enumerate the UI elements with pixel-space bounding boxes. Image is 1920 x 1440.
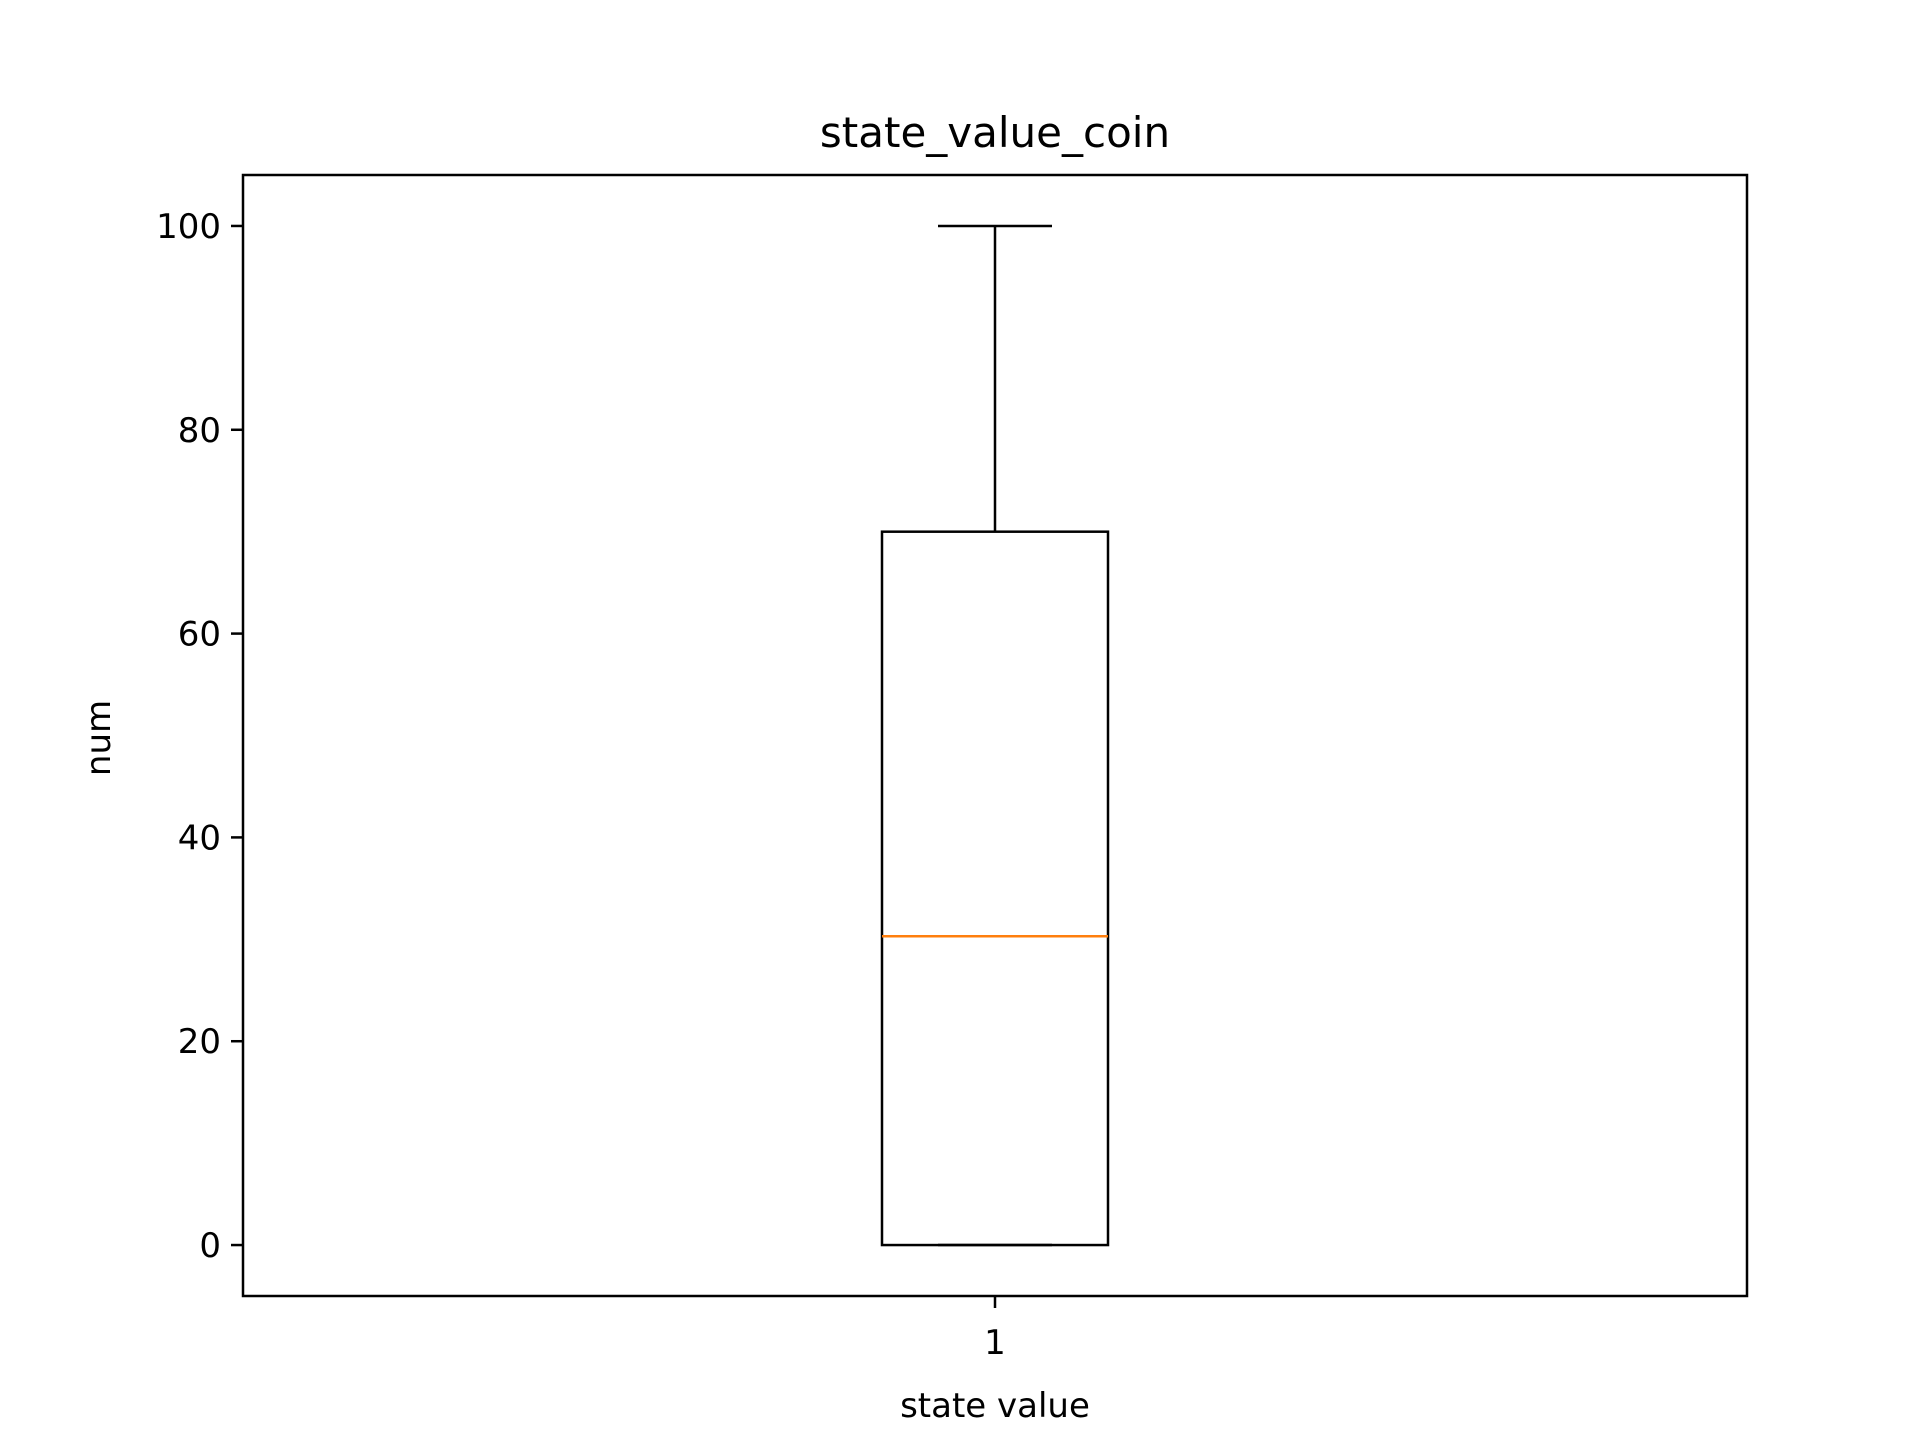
y-axis-label: num [79,700,119,776]
y-tick-label: 0 [199,1226,221,1266]
x-axis-label: state value [900,1386,1090,1426]
box-body [880,530,1110,1247]
box-group [880,224,1110,1247]
y-tick-label: 40 [178,818,221,858]
x-tick-label: 1 [984,1323,1006,1363]
y-tick-label: 100 [156,207,221,247]
x-axis-ticks: 1 [984,1296,1006,1363]
y-axis-ticks: 0 20 40 60 80 100 [156,207,243,1266]
y-tick-label: 20 [178,1022,221,1062]
chart-title: state_value_coin [820,108,1170,157]
y-tick-label: 80 [178,411,221,451]
y-tick-label: 60 [178,615,221,655]
box-series [880,224,1110,1247]
